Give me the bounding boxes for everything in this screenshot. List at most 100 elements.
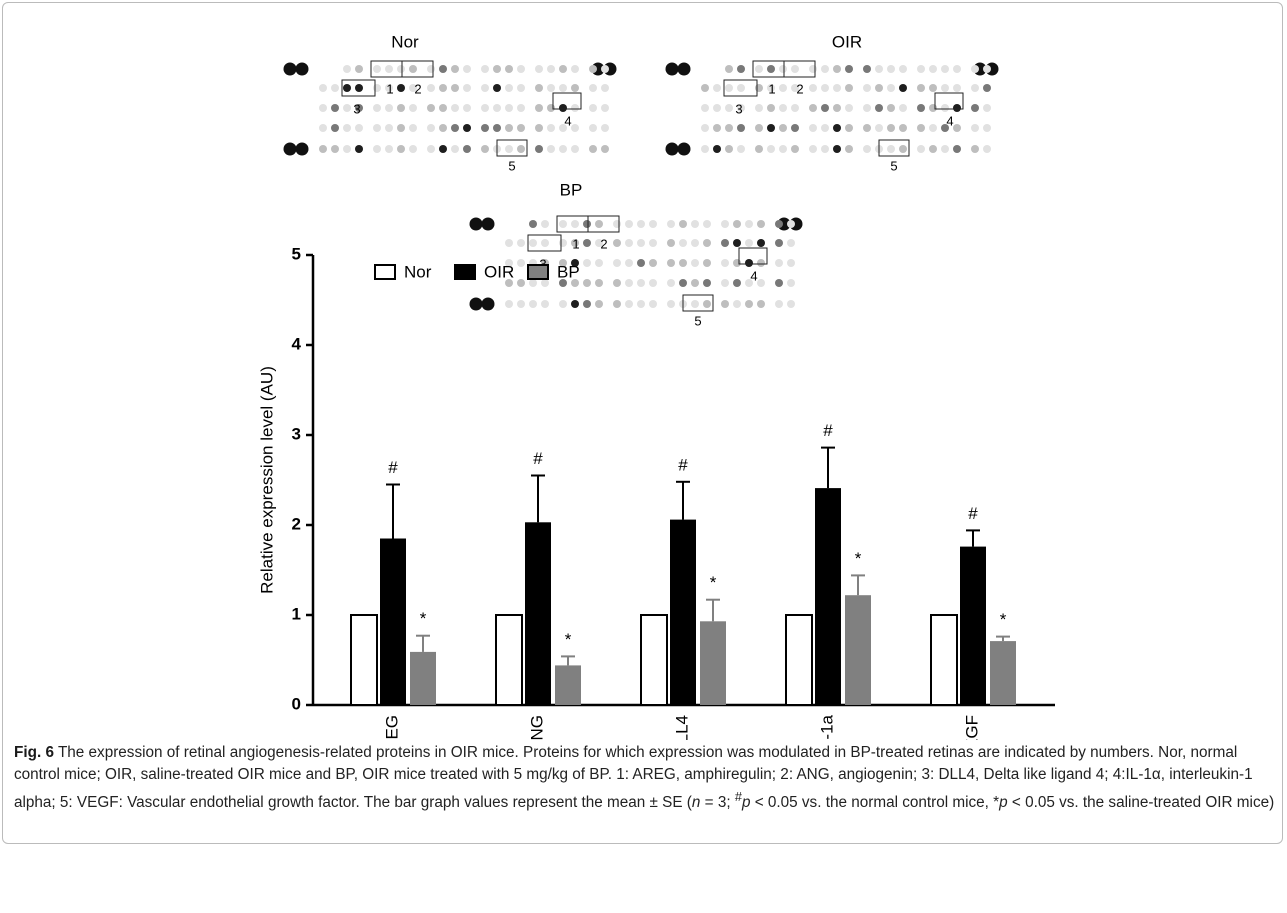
blot-spot: [983, 104, 991, 112]
bar: [786, 615, 812, 705]
blot-spot: [833, 84, 841, 92]
blot-spot: [941, 65, 949, 73]
blot-spot: [451, 145, 459, 153]
blot-spot: [821, 84, 829, 92]
significance-marker: #: [678, 455, 688, 474]
y-tick-label: 5: [292, 244, 301, 263]
blot-spot: [863, 84, 871, 92]
blot-spot: [953, 104, 961, 112]
reference-spot: [666, 63, 679, 76]
blot-spot: [833, 104, 841, 112]
legend-label: Nor: [404, 262, 432, 281]
blot-spot: [481, 124, 489, 132]
blot-spot: [737, 124, 745, 132]
bar: [990, 641, 1016, 705]
blot-spot: [703, 259, 711, 267]
blot-spot: [451, 84, 459, 92]
blot-spot: [971, 124, 979, 132]
blot-spot: [595, 279, 603, 287]
blot-spot: [355, 65, 363, 73]
reference-spot: [678, 63, 691, 76]
blot-spot: [845, 84, 853, 92]
y-tick-label: 0: [292, 694, 301, 713]
blot-spot: [409, 65, 417, 73]
reference-spot: [666, 143, 679, 156]
blot-spot: [439, 65, 447, 73]
legend-swatch: [375, 265, 395, 279]
blot-spot: [667, 220, 675, 228]
blot-spot: [559, 65, 567, 73]
blot-spot: [691, 300, 699, 308]
bar: [496, 615, 522, 705]
blot-spot: [755, 104, 763, 112]
blot-spot: [355, 84, 363, 92]
blot-spot: [547, 104, 555, 112]
bar: [815, 488, 841, 705]
blot-spot: [779, 104, 787, 112]
spot-label: 4: [946, 113, 953, 128]
reference-spot: [470, 218, 483, 231]
blot-spot: [427, 104, 435, 112]
blot-spot: [779, 84, 787, 92]
y-tick-label: 1: [292, 604, 301, 623]
blot-spot: [899, 145, 907, 153]
significance-marker: *: [1000, 610, 1007, 629]
blot-spot: [701, 84, 709, 92]
blot-spot: [691, 279, 699, 287]
significance-marker: #: [388, 458, 398, 477]
blot-spot: [529, 279, 537, 287]
blot-spot: [667, 300, 675, 308]
x-tick-label: 3. DLL4: [672, 715, 691, 740]
blot-spot: [845, 65, 853, 73]
blot-spot: [583, 259, 591, 267]
blot-spot: [409, 145, 417, 153]
blot-spot: [821, 145, 829, 153]
blot-spot: [583, 239, 591, 247]
blot-spot: [613, 220, 621, 228]
blot-spot: [331, 145, 339, 153]
blot-spot: [809, 84, 817, 92]
blot-spot: [971, 104, 979, 112]
blot-spot: [917, 84, 925, 92]
blot-spot: [721, 239, 729, 247]
blot-spot: [701, 145, 709, 153]
blot-spot: [691, 220, 699, 228]
blot-spot: [427, 84, 435, 92]
blot-spot: [701, 124, 709, 132]
caption-text: p: [999, 794, 1008, 811]
blot-spot: [373, 104, 381, 112]
blot-spot: [541, 279, 549, 287]
blot-spot: [703, 300, 711, 308]
blot-spot: [767, 104, 775, 112]
blot-spot: [571, 300, 579, 308]
blot-spot: [427, 145, 435, 153]
blot-spot: [493, 65, 501, 73]
blot-spot: [713, 124, 721, 132]
blot-spot: [779, 65, 787, 73]
blot-spot: [745, 300, 753, 308]
blot-spot: [343, 145, 351, 153]
blot-spot: [505, 104, 513, 112]
blot-spot: [733, 300, 741, 308]
blot-spot: [331, 124, 339, 132]
blot-spot: [863, 104, 871, 112]
blot-spot: [613, 279, 621, 287]
significance-marker: #: [968, 504, 978, 523]
reference-spot: [296, 143, 309, 156]
blot-spot: [755, 145, 763, 153]
blot-spot: [809, 65, 817, 73]
blot-spot: [613, 239, 621, 247]
blot-spot: [755, 124, 763, 132]
blot-spot: [821, 104, 829, 112]
y-axis-label: Relative expression level (AU): [257, 366, 276, 594]
blot-spot: [691, 239, 699, 247]
blot-spot: [625, 279, 633, 287]
blot-spot: [637, 220, 645, 228]
blot-spot: [833, 65, 841, 73]
blot-spot: [887, 145, 895, 153]
blot-spot: [875, 104, 883, 112]
spot-label: 4: [750, 268, 757, 283]
bar: [525, 522, 551, 705]
blot-spot: [571, 104, 579, 112]
blot-spot: [971, 145, 979, 153]
